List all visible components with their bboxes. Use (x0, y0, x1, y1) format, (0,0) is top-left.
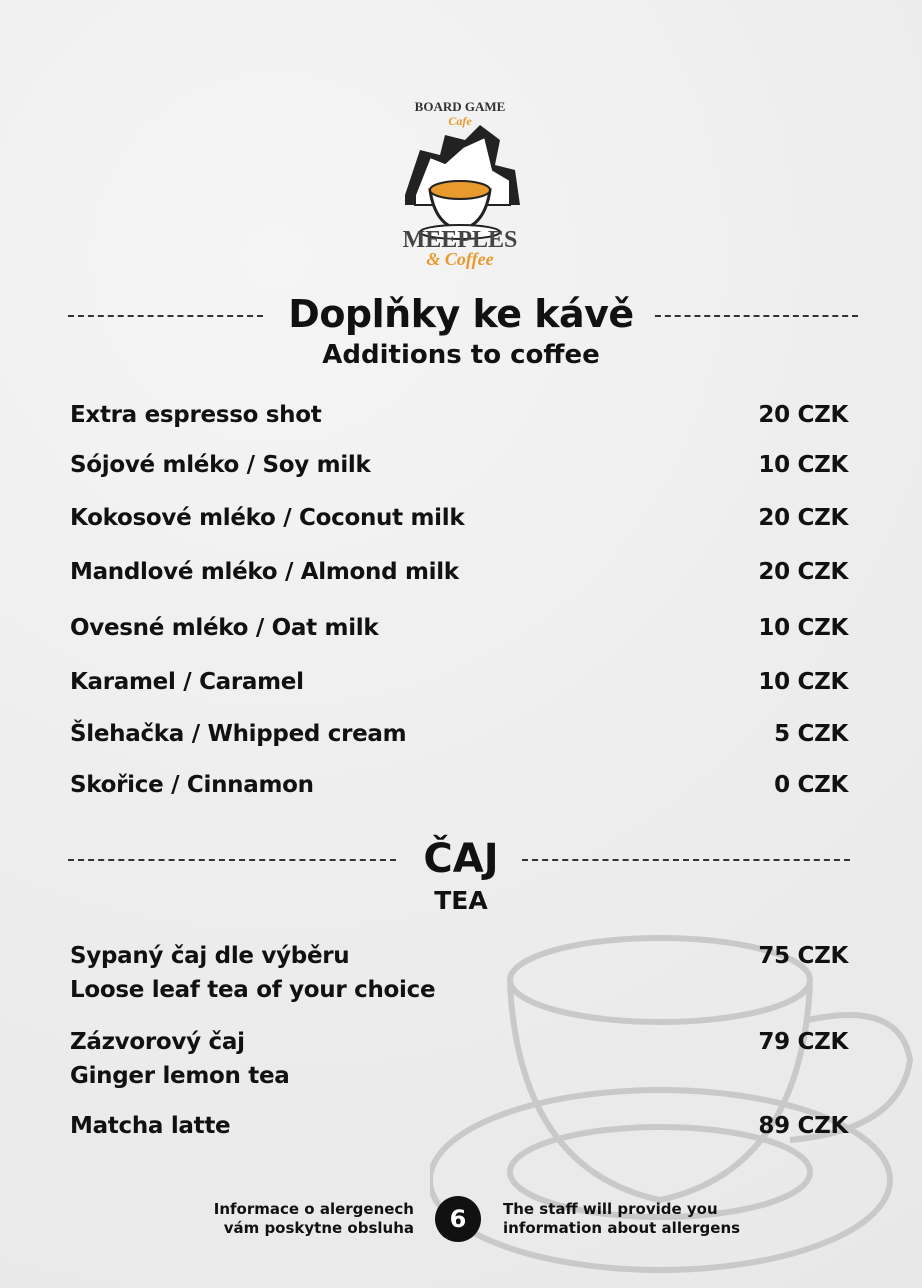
cafe-logo: BOARD GAME Cafe MEEPLES & Coffee (385, 95, 535, 270)
item-name: Zázvorový čaj Ginger lemon tea (70, 1029, 290, 1089)
svg-text:BOARD GAME: BOARD GAME (415, 99, 506, 114)
svg-text:Cafe: Cafe (448, 114, 472, 128)
item-name: Mandlové mléko / Almond milk (70, 559, 459, 585)
svg-text:MEEPLES: MEEPLES (403, 227, 518, 253)
coffee-cup-illustration (430, 935, 914, 1273)
item-price: 0 CZK (774, 772, 848, 798)
menu-item: Sójové mléko / Soy milk 10 CZK (70, 448, 848, 482)
divider-left (68, 315, 263, 317)
menu-item: Šlehačka / Whipped cream 5 CZK (70, 717, 848, 751)
menu-item: Matcha latte 89 CZK (70, 1109, 848, 1143)
item-name: Ovesné mléko / Oat milk (70, 615, 379, 641)
menu-item: Sypaný čaj dle výběru Loose leaf tea of y… (70, 939, 848, 1007)
divider-left (68, 859, 396, 861)
item-name: Extra espresso shot (70, 402, 322, 428)
menu-item: Extra espresso shot 20 CZK (70, 398, 848, 432)
item-name: Sójové mléko / Soy milk (70, 452, 371, 478)
menu-item: Zázvorový čaj Ginger lemon tea 79 CZK (70, 1025, 848, 1093)
allergen-note-en: The staff will provide you information ab… (503, 1200, 741, 1237)
menu-item: Skořice / Cinnamon 0 CZK (70, 768, 848, 802)
item-price: 5 CZK (774, 721, 848, 747)
item-name: Matcha latte (70, 1113, 231, 1139)
item-price: 10 CZK (758, 452, 848, 478)
item-name: Šlehačka / Whipped cream (70, 721, 407, 747)
section-title-tea: ČAJ (423, 836, 499, 882)
page-number-badge: 6 (435, 1196, 481, 1242)
menu-item: Karamel / Caramel 10 CZK (70, 665, 848, 699)
item-name: Kokosové mléko / Coconut milk (70, 505, 465, 531)
item-price: 79 CZK (758, 1029, 848, 1055)
item-name: Skořice / Cinnamon (70, 772, 314, 798)
item-price: 20 CZK (758, 402, 848, 428)
item-name: Sypaný čaj dle výběru Loose leaf tea of y… (70, 943, 436, 1003)
item-price: 10 CZK (758, 669, 848, 695)
section-subtitle-tea: TEA (434, 886, 488, 915)
item-price: 20 CZK (758, 505, 848, 531)
svg-text:& Coffee: & Coffee (426, 249, 493, 269)
section-subtitle-coffee: Additions to coffee (322, 340, 600, 370)
item-name: Karamel / Caramel (70, 669, 304, 695)
menu-item: Ovesné mléko / Oat milk 10 CZK (70, 611, 848, 645)
divider-right (655, 315, 858, 317)
item-price: 10 CZK (758, 615, 848, 641)
divider-right (522, 859, 850, 861)
section-title-coffee: Doplňky ke kávě (288, 292, 634, 336)
menu-item: Kokosové mléko / Coconut milk 20 CZK (70, 501, 848, 535)
item-price: 89 CZK (758, 1113, 848, 1139)
allergen-note-cz: Informace o alergenech vám poskytne obslu… (213, 1200, 414, 1237)
item-price: 75 CZK (758, 943, 848, 969)
menu-item: Mandlové mléko / Almond milk 20 CZK (70, 555, 848, 589)
item-price: 20 CZK (758, 559, 848, 585)
